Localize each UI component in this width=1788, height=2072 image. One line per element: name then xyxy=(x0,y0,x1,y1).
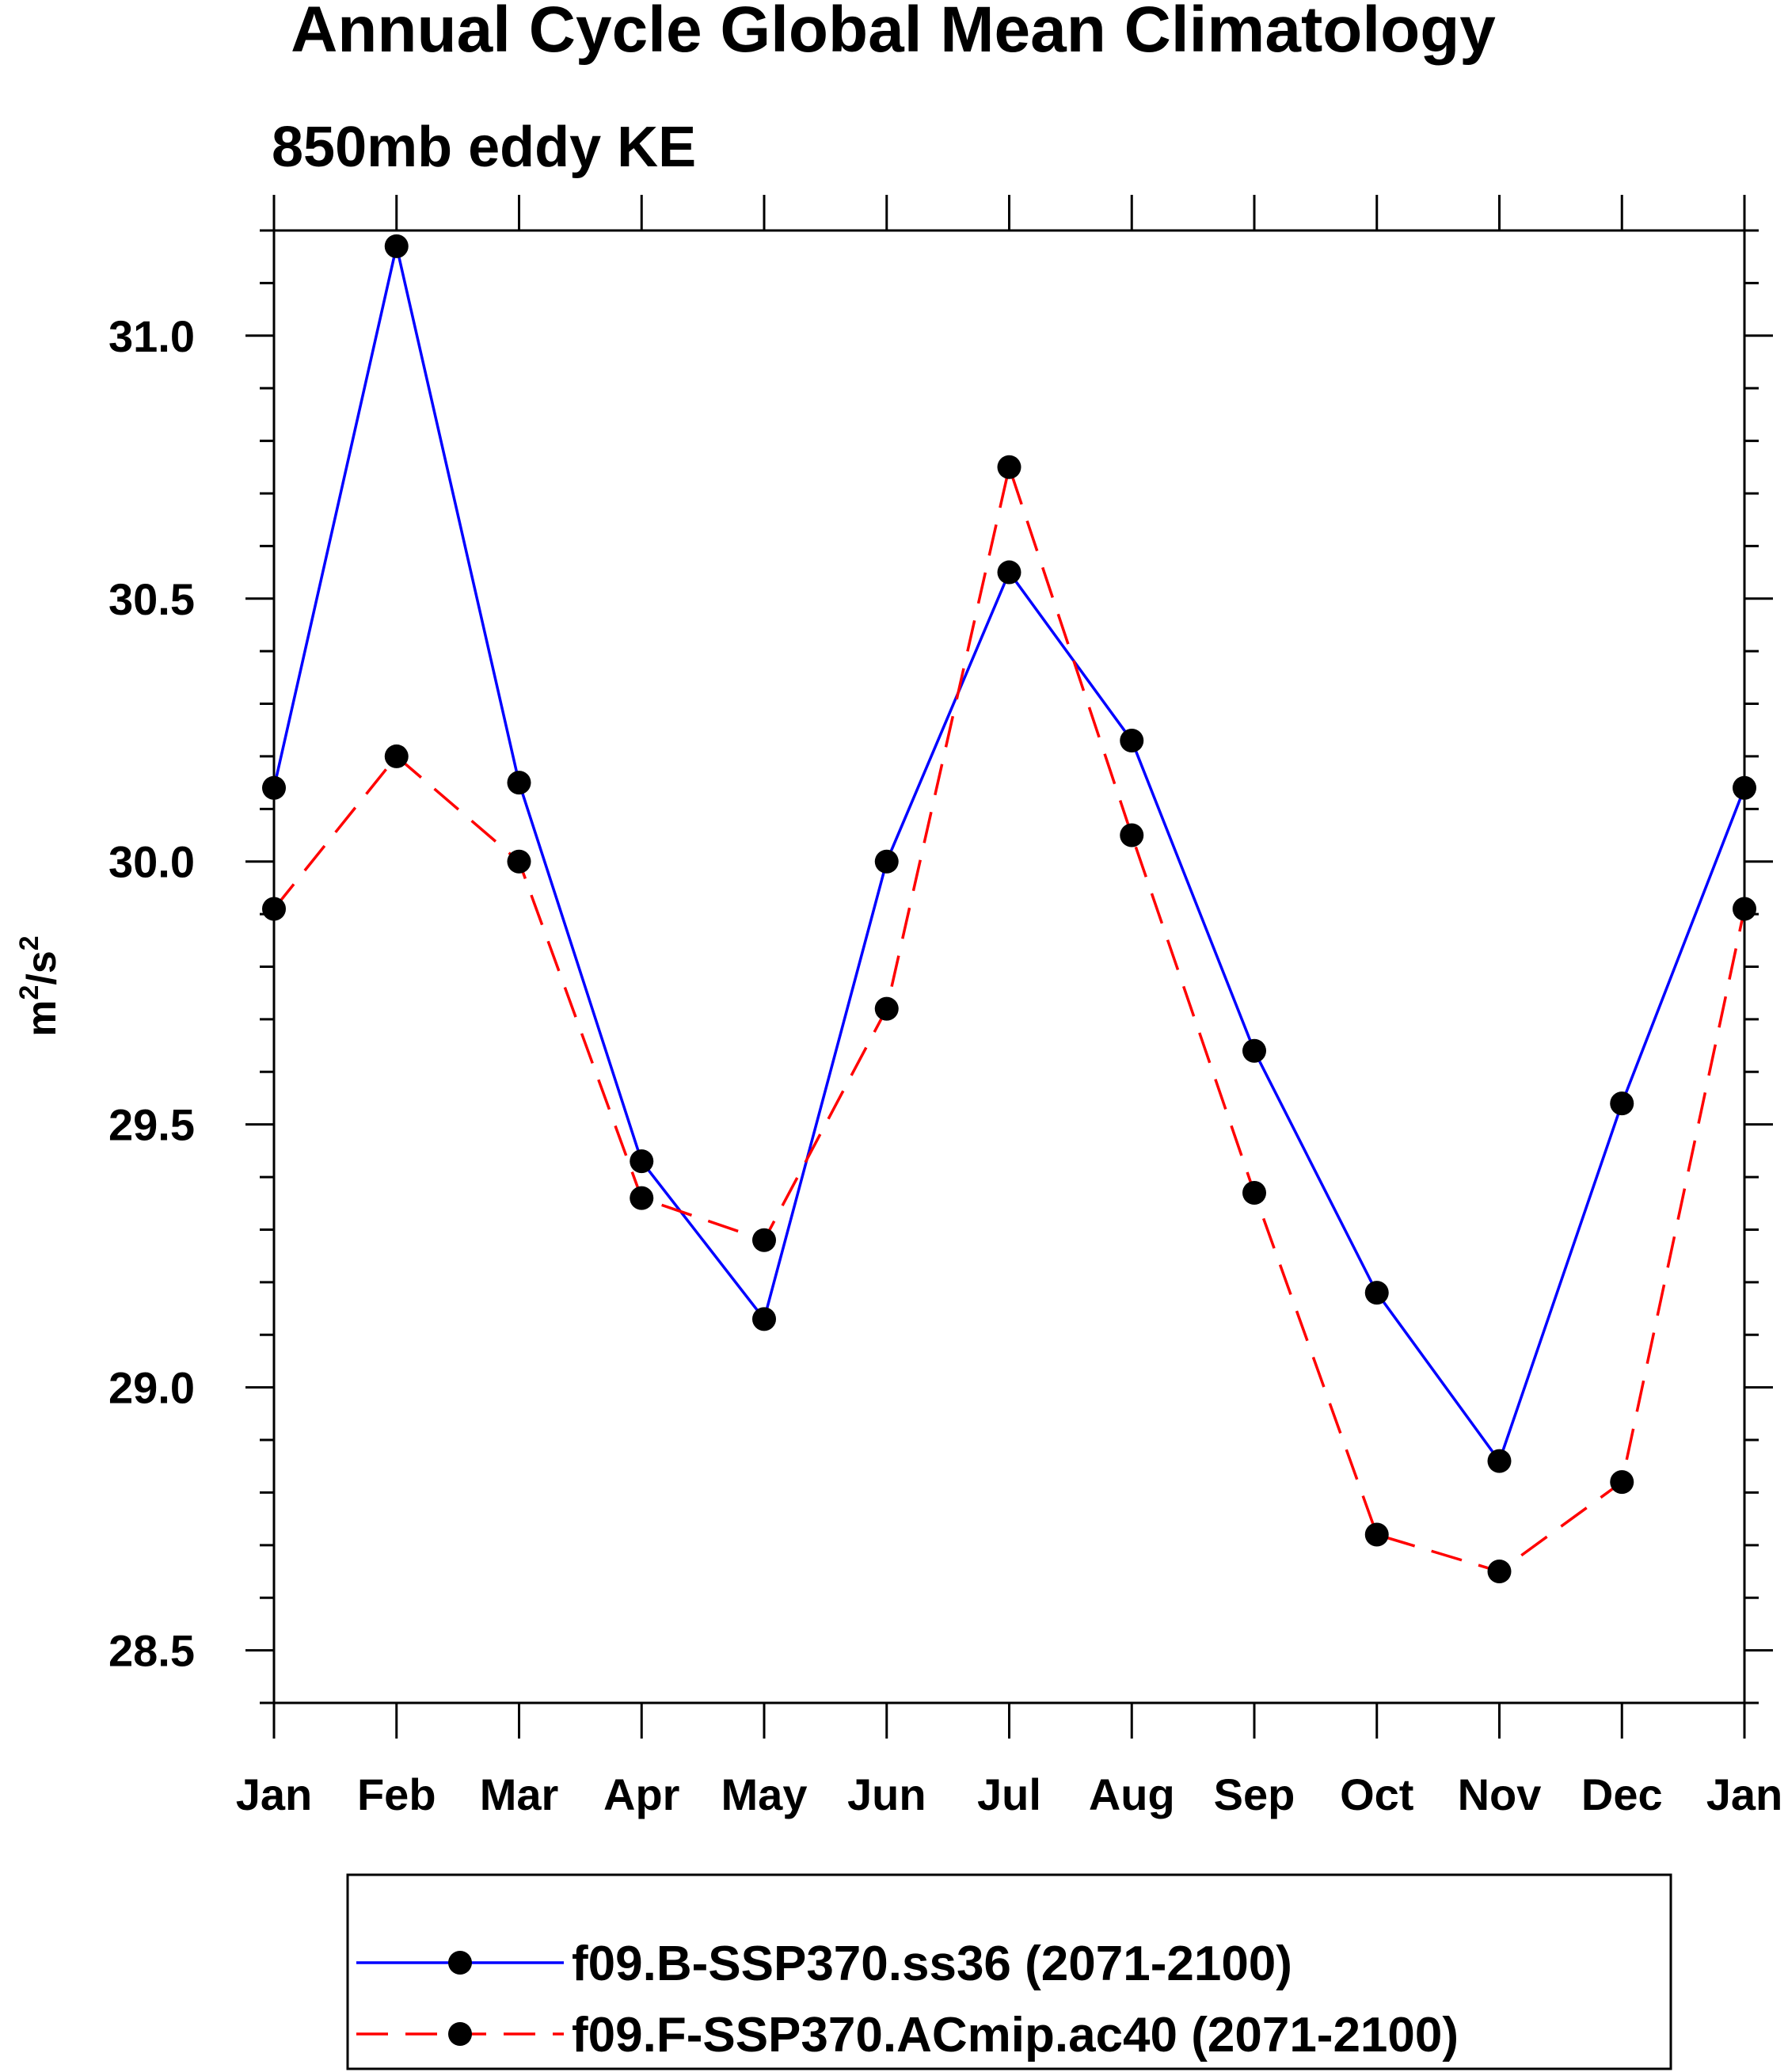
y-tick-label: 30.0 xyxy=(108,837,195,887)
series-1-point xyxy=(630,1149,654,1174)
series-2-point xyxy=(1364,1522,1389,1547)
legend-marker-1 xyxy=(448,1951,472,1975)
x-tick-label: May xyxy=(721,1769,808,1819)
chart-title: Annual Cycle Global Mean Climatology xyxy=(291,0,1496,66)
x-tick-label: Jul xyxy=(977,1769,1041,1819)
series-1-point xyxy=(997,560,1021,585)
series-2-point xyxy=(630,1186,654,1210)
series-1-point xyxy=(384,234,409,258)
legend-label-2: f09.F-SSP370.ACmip.ac40 (2071-2100) xyxy=(572,2008,1459,2062)
series-1-point xyxy=(1242,1038,1266,1063)
x-tick-label: Sep xyxy=(1214,1769,1295,1819)
series-1-point xyxy=(1487,1449,1512,1473)
series-lines xyxy=(272,246,1746,1573)
legend-marker-2 xyxy=(448,2022,472,2046)
y-tick-label: 29.0 xyxy=(108,1363,195,1413)
series-2-point xyxy=(1733,897,1756,921)
y-axis-label-exp1: 2 xyxy=(14,985,44,1000)
y-tick-label: 31.0 xyxy=(108,311,195,361)
x-tick-label: Apr xyxy=(603,1769,679,1819)
series-2-point xyxy=(874,996,899,1021)
x-tick-label: Nov xyxy=(1458,1769,1542,1819)
series-1-point xyxy=(752,1307,776,1331)
series-line-1 xyxy=(272,246,1746,1464)
series-2-point xyxy=(1487,1560,1512,1584)
series-2-point xyxy=(1120,823,1144,847)
legend: f09.B-SSP370.ss36 (2071-2100) f09.F-SSP37… xyxy=(346,1873,1672,2070)
data-markers xyxy=(262,234,1756,1584)
series-1-point xyxy=(874,849,899,874)
x-tick-label: Mar xyxy=(480,1769,559,1819)
plot-frame xyxy=(272,229,1746,1704)
x-tick-label: Jun xyxy=(847,1769,926,1819)
y-axis-label-base: m xyxy=(19,1000,65,1036)
y-tick-label: 28.5 xyxy=(108,1626,195,1676)
series-1-point xyxy=(1733,775,1756,800)
legend-box xyxy=(346,1873,1672,2070)
x-tick-label: Dec xyxy=(1581,1769,1663,1819)
series-1-point xyxy=(1364,1281,1389,1305)
legend-label-1: f09.B-SSP370.ss36 (2071-2100) xyxy=(572,1937,1292,1991)
chart-subtitle: 850mb eddy KE xyxy=(272,116,696,179)
series-2-point xyxy=(997,455,1021,479)
plot-area xyxy=(245,195,1773,1739)
y-tick-labels: 28.5 29.0 29.5 30.0 30.5 31.0 xyxy=(108,311,195,1676)
x-tick-label: Aug xyxy=(1089,1769,1175,1819)
series-1-point xyxy=(1120,729,1144,753)
series-2-point xyxy=(1242,1180,1266,1205)
x-tick-label: Jan xyxy=(236,1769,313,1819)
series-2-point xyxy=(1610,1470,1634,1495)
series-1-point xyxy=(507,771,531,795)
y-axis-label-mid: /s xyxy=(19,950,65,985)
x-tick-labels: Jan Feb Mar Apr May Jun Jul Aug Sep Oct Nov Dec Jan xyxy=(236,1769,1783,1819)
series-2-point xyxy=(262,897,286,921)
y-axis-label: m2/s2 xyxy=(14,935,65,1036)
series-2-point xyxy=(752,1228,776,1252)
y-tick-label: 30.5 xyxy=(108,574,195,624)
series-2-point xyxy=(507,849,531,874)
x-tick-label: Jan xyxy=(1706,1769,1783,1819)
y-tick-label: 29.5 xyxy=(108,1100,195,1150)
tick-marks xyxy=(245,195,1773,1739)
y-axis-label-exp2: 2 xyxy=(14,935,44,950)
series-1-point xyxy=(1610,1091,1634,1116)
series-line-2 xyxy=(272,462,1746,1573)
x-tick-label: Oct xyxy=(1340,1769,1413,1819)
series-1-point xyxy=(262,775,286,800)
x-tick-label: Feb xyxy=(357,1769,436,1819)
series-2-point xyxy=(384,744,409,768)
